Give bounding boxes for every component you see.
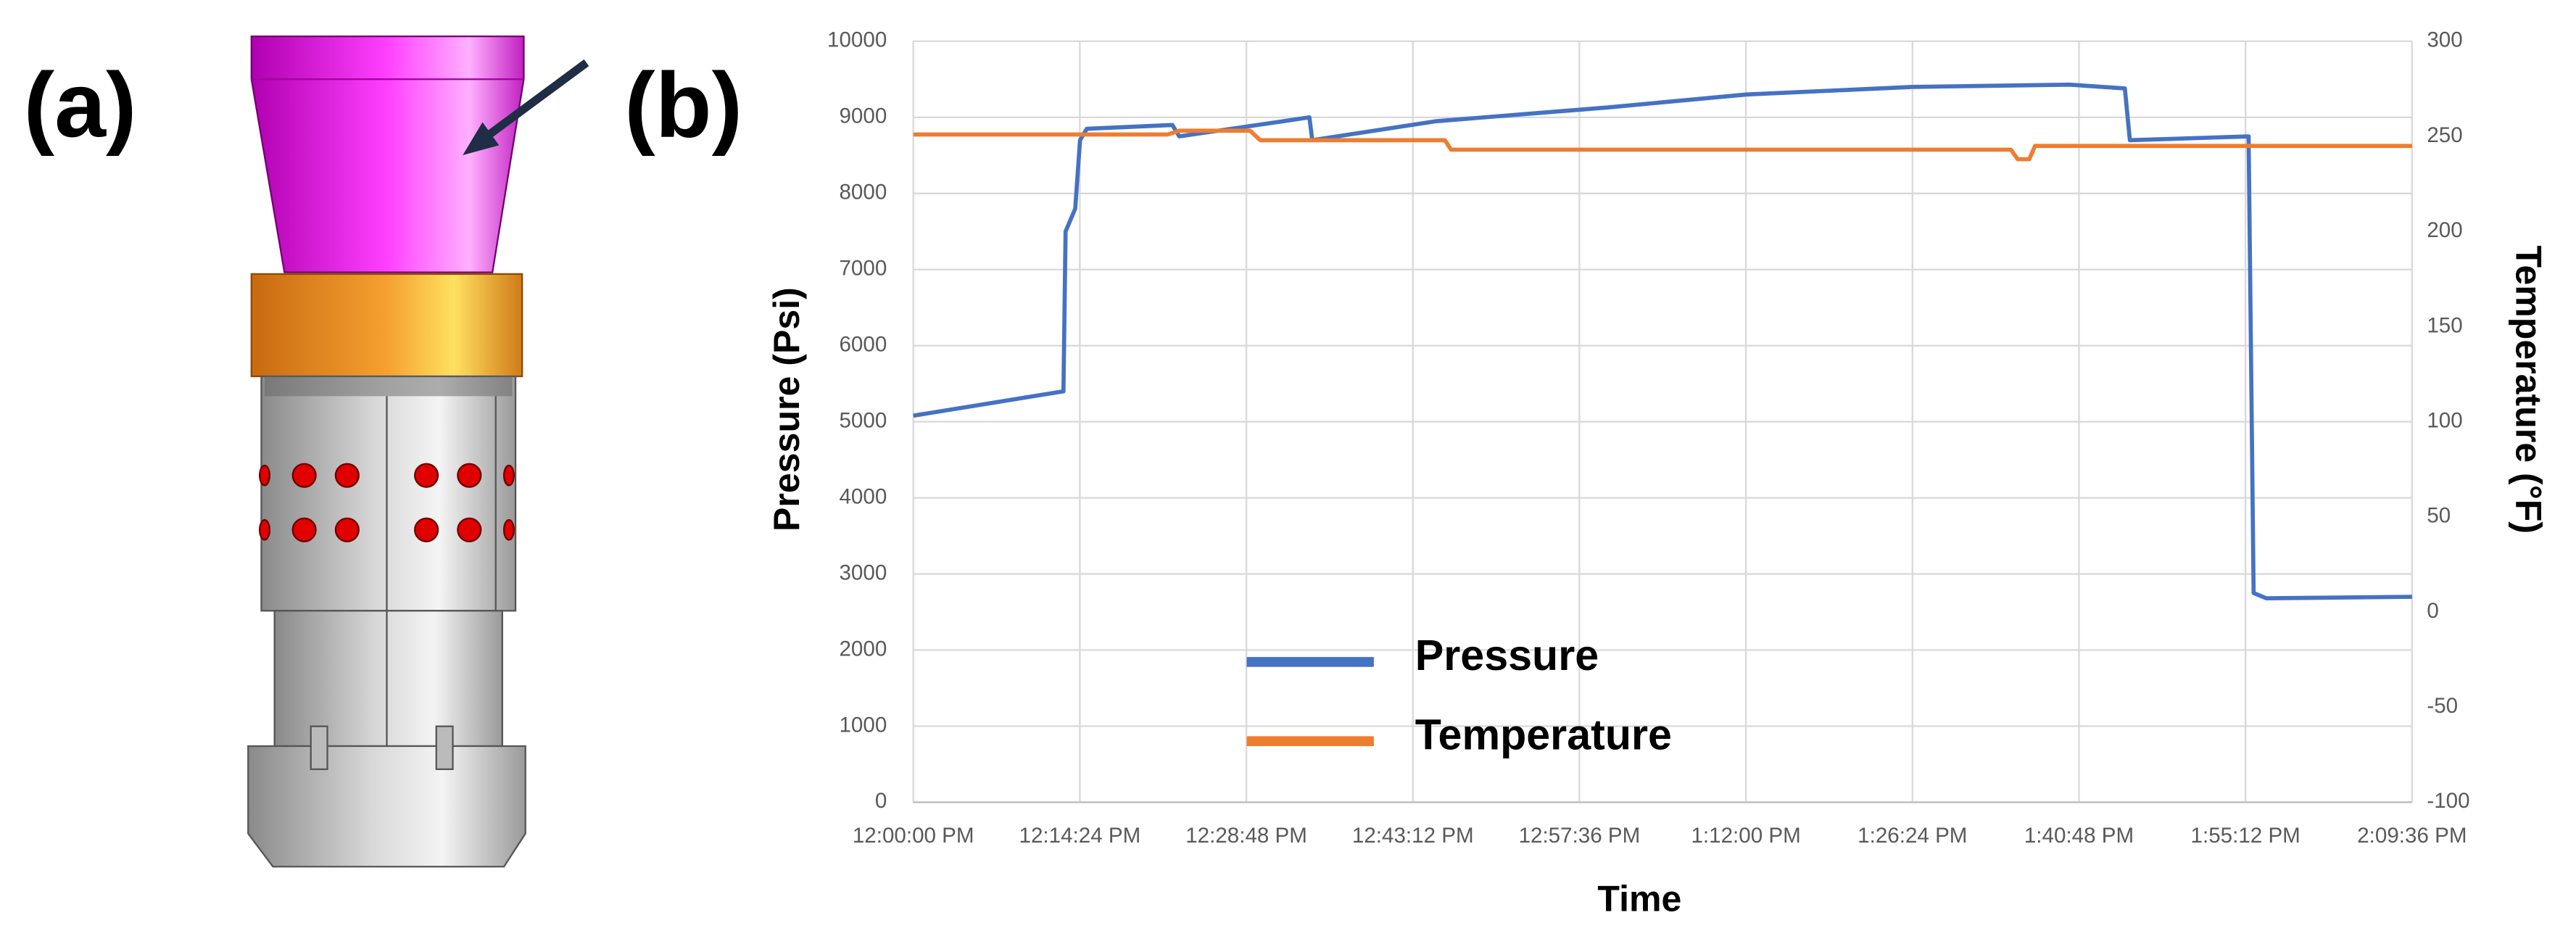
x-tick-label: 1:40:48 PM [2024,824,2134,848]
y2-tick-label: -100 [2427,789,2469,813]
y-tick-label: 2000 [839,637,887,661]
y-tick-label: 10000 [827,28,887,52]
x-tick-label: 2:09:36 PM [2357,824,2467,848]
y2-tick-label: 0 [2427,599,2438,623]
y-tick-label: 5000 [839,408,887,432]
legend-label: Pressure [1415,631,1599,679]
y-tick-label: 8000 [839,181,887,204]
x-tick-label: 12:14:24 PM [1019,824,1141,848]
x-tick-label: 1:26:24 PM [1858,824,1967,848]
panel-label: (b) [624,54,742,157]
legend-label: Temperature [1415,710,1672,758]
y2-tick-label: 250 [2427,123,2462,147]
panel-label: (a) [24,54,137,157]
y-axis-title: Pressure (Psi) [766,287,807,531]
y2-tick-label: 300 [2427,28,2462,52]
y-tick-label: 9000 [839,104,887,128]
y2-tick-label: 50 [2427,504,2451,528]
x-tick-label: 12:57:36 PM [1519,824,1641,848]
y2-tick-label: 150 [2427,313,2462,337]
y2-axis-title: Temperature (°F) [2509,246,2549,534]
data-line [913,82,2412,600]
x-tick-label: 12:28:48 PM [1185,824,1307,848]
data-line [913,128,2412,162]
tool-drawing [247,35,589,868]
y-tick-label: 7000 [839,257,887,281]
y-tick-label: 0 [875,789,887,813]
y-tick-label: 1000 [839,713,887,737]
x-tick-label: 12:43:12 PM [1352,824,1474,848]
x-tick-label: 1:12:00 PM [1691,824,1800,848]
y-tick-label: 6000 [839,333,887,357]
x-tick-label: 12:00:00 PM [853,824,974,848]
x-axis-title: Time [1597,878,1681,919]
y2-tick-label: 100 [2427,408,2462,432]
y2-tick-label: -50 [2427,694,2458,718]
y-tick-label: 4000 [839,484,887,508]
y-tick-label: 3000 [839,560,887,584]
y2-tick-label: 200 [2427,218,2462,242]
x-tick-label: 1:55:12 PM [2191,824,2300,848]
